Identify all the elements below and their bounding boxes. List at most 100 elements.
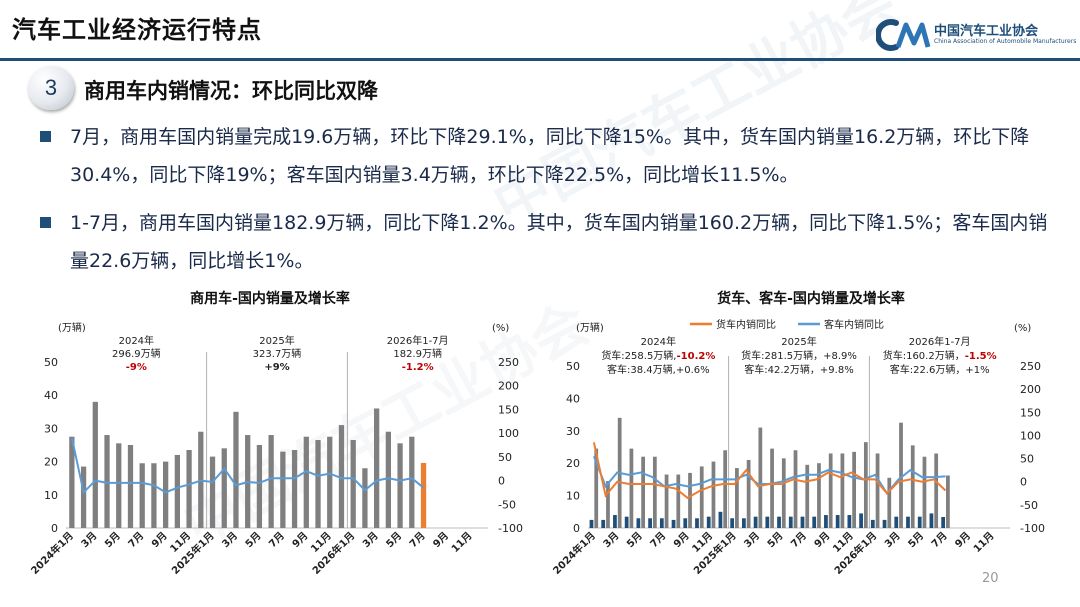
y2-axis-unit: (%) bbox=[492, 323, 509, 334]
x-tick-label: 9月 bbox=[290, 530, 310, 550]
y-tick-label: 10 bbox=[44, 489, 58, 502]
annotation-bus: 客车:38.4万辆,+0.6% bbox=[607, 363, 710, 376]
truck-bar bbox=[606, 481, 610, 528]
truck-bar bbox=[805, 464, 810, 528]
bus-bar bbox=[613, 515, 617, 528]
x-tick-label: 5月 bbox=[906, 530, 926, 550]
y2-tick-label: 150 bbox=[498, 403, 519, 416]
x-tick-label: 7月 bbox=[648, 530, 668, 550]
annotation-growth: -1.2% bbox=[402, 362, 434, 373]
x-tick-label: 5月 bbox=[765, 530, 785, 550]
bus-bar bbox=[929, 513, 934, 528]
truck-growth-line bbox=[592, 442, 947, 500]
truck-bar bbox=[793, 450, 798, 528]
truck-bar bbox=[875, 453, 880, 528]
bus-bar bbox=[906, 516, 910, 528]
chart-commercial: 商用车-国内销量及增长率 (万辆) (%) 0 10 20 30 40 50 -100 -50 0 50… bbox=[28, 290, 523, 577]
bus-bar bbox=[648, 518, 652, 528]
bar bbox=[163, 461, 169, 528]
truck-bar bbox=[723, 450, 728, 528]
bar bbox=[409, 436, 415, 528]
truck-bar bbox=[664, 474, 669, 528]
bar bbox=[303, 436, 309, 528]
bus-bar bbox=[847, 515, 852, 528]
x-tick-label: 2024年1月 bbox=[28, 529, 76, 577]
bar bbox=[350, 440, 356, 528]
annotation-truck-volume: 货车:160.2万辆， bbox=[883, 349, 965, 362]
x-tick-label: 11月 bbox=[971, 530, 996, 555]
y2-tick-label: 100 bbox=[498, 427, 519, 440]
truck-bar bbox=[758, 427, 763, 528]
bar bbox=[397, 443, 403, 528]
annotation-year: 2025年 bbox=[781, 335, 816, 348]
truck-bar bbox=[852, 451, 857, 528]
y2-tick-label: 0 bbox=[498, 475, 505, 488]
y2-tick-label: 100 bbox=[1020, 429, 1041, 442]
bullet-text: 7月，商用车国内销量完成19.6万辆，环比下降29.1%，同比下降15%。其中，… bbox=[70, 126, 1030, 186]
bar bbox=[174, 454, 180, 528]
y-axis-unit: (万辆) bbox=[576, 321, 604, 334]
truck-bar bbox=[746, 459, 751, 528]
x-tick-label: 2024年1月 bbox=[550, 529, 598, 577]
y-tick-label: 20 bbox=[566, 457, 580, 470]
bar bbox=[116, 443, 122, 528]
y-tick-label: 50 bbox=[566, 360, 580, 373]
truck-bar bbox=[711, 461, 716, 528]
annotation-year: 2024年 bbox=[119, 334, 154, 347]
annotation-truck-volume: 货车:258.5万辆, bbox=[601, 349, 676, 362]
chart-title: 货车、客车-国内销量及增长率 bbox=[716, 290, 905, 307]
bus-bar bbox=[741, 518, 746, 528]
bar bbox=[139, 463, 145, 528]
bullet-text: 1-7月，商用车国内销量182.9万辆，同比下降1.2%。其中，货车国内销量16… bbox=[70, 212, 1048, 272]
annotation-growth: +9% bbox=[264, 362, 289, 373]
x-tick-label: 3月 bbox=[79, 530, 99, 550]
x-tick-label: 9月 bbox=[953, 530, 973, 550]
truck-bar bbox=[840, 453, 845, 528]
truck-bar bbox=[594, 448, 599, 528]
legend-bus-label: 客车内销同比 bbox=[824, 318, 884, 331]
bus-bar bbox=[695, 518, 699, 528]
x-tick-label: 7月 bbox=[126, 530, 146, 550]
y2-tick-label: -50 bbox=[498, 498, 516, 511]
truck-bar bbox=[652, 456, 657, 528]
y2-axis-unit: (%) bbox=[1014, 323, 1031, 334]
annotation-truck: 货车:281.5万辆，+8.9% bbox=[741, 349, 857, 362]
y-tick-label: 0 bbox=[573, 522, 580, 535]
truck-bar bbox=[629, 448, 634, 528]
bus-bar bbox=[894, 516, 899, 528]
x-tick-label: 9月 bbox=[431, 530, 451, 550]
y2-tick-label: -100 bbox=[498, 522, 523, 535]
annotation-year: 2025年 bbox=[259, 334, 294, 347]
page-title: 汽车工业经济运行特点 bbox=[12, 16, 262, 44]
header-divider bbox=[0, 58, 1080, 61]
annotation-growth: -9% bbox=[126, 362, 147, 373]
bar bbox=[80, 466, 87, 528]
annotation-volume: 182.9万辆 bbox=[393, 347, 442, 360]
bus-bar bbox=[659, 518, 664, 528]
y2-tick-label: 150 bbox=[1020, 406, 1041, 419]
bar bbox=[104, 435, 110, 528]
bus-bar bbox=[718, 511, 723, 528]
bullet-square-icon bbox=[40, 131, 51, 142]
annotation-truck-growth: -1.5% bbox=[965, 351, 997, 362]
x-tick-label: 9月 bbox=[149, 530, 169, 550]
chart-title: 商用车-国内销量及增长率 bbox=[190, 290, 350, 307]
bar bbox=[291, 449, 298, 528]
y2-tick-label: 250 bbox=[1020, 360, 1041, 373]
bus-bar bbox=[870, 519, 875, 528]
x-tick-label: 5月 bbox=[624, 530, 644, 550]
x-tick-label: 9月 bbox=[812, 530, 832, 550]
truck-bar bbox=[910, 445, 915, 528]
bus-bar bbox=[624, 516, 629, 528]
page-number: 20 bbox=[982, 571, 999, 586]
bar bbox=[420, 462, 427, 528]
truck-bar bbox=[817, 463, 821, 528]
bullet-ytd: 1-7月，商用车国内销量182.9万辆，同比下降1.2%。其中，货车国内销量16… bbox=[40, 204, 1060, 284]
y-tick-label: 20 bbox=[44, 456, 58, 469]
annotation-year: 2024年 bbox=[641, 335, 676, 348]
truck-bar bbox=[922, 456, 927, 528]
y2-tick-label: -50 bbox=[1020, 499, 1038, 512]
truck-bar bbox=[641, 456, 646, 528]
y2-tick-label: -100 bbox=[1020, 522, 1045, 535]
bus-bar bbox=[730, 518, 735, 528]
